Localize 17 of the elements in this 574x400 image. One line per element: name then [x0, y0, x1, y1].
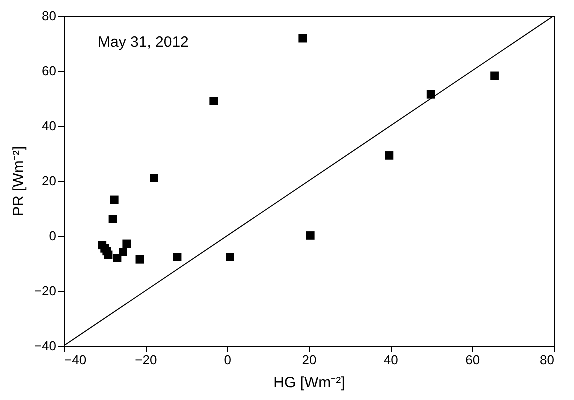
x-tick-label: −40: [64, 352, 87, 368]
y-tick-label: 80: [42, 8, 56, 24]
x-tick-label: 40: [384, 352, 398, 368]
y-tick-label: 40: [42, 118, 56, 134]
x-axis-title: HG [Wm⁻²]: [274, 374, 346, 392]
y-tick-label: −20: [34, 284, 56, 298]
annotation: May 31, 2012: [98, 34, 189, 51]
y-tick-label: 60: [42, 64, 56, 78]
x-tick-label: 80: [540, 352, 554, 368]
y-tick-label: 20: [42, 174, 56, 188]
x-tick-label: 0: [224, 352, 232, 368]
y-tick-label: 0: [49, 228, 56, 244]
y-axis-title: PR [Wm⁻²]: [10, 146, 28, 216]
x-tick-label: 60: [466, 352, 480, 368]
x-tick-label: 20: [302, 352, 317, 368]
y-tick-label: −40: [34, 338, 56, 354]
x-tick-label: −20: [135, 352, 158, 368]
